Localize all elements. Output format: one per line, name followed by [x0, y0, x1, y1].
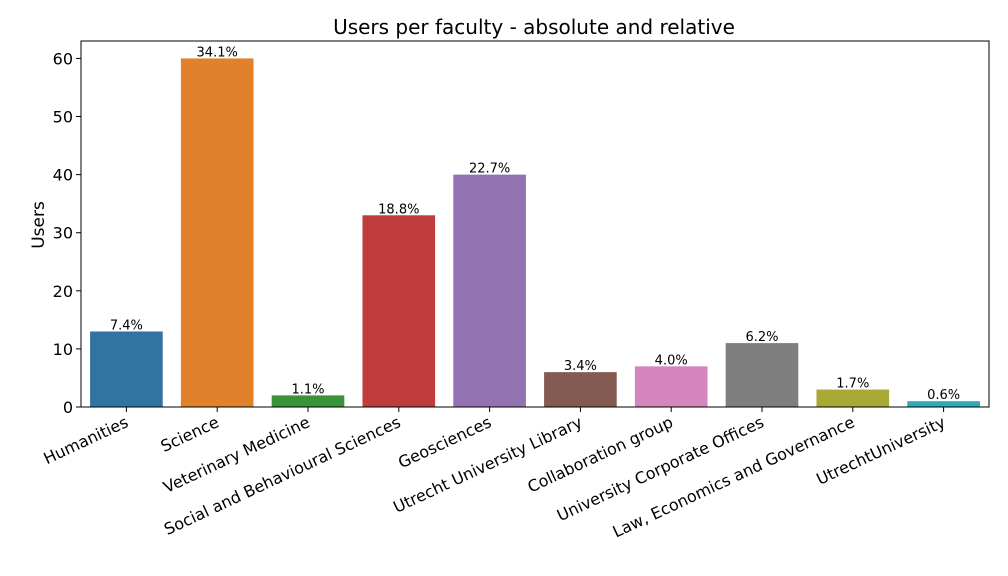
y-tick-label: 10: [53, 340, 73, 359]
data-label: 22.7%: [469, 162, 510, 177]
y-axis-ticks: 0 10 20 30 40 50 60: [53, 49, 81, 417]
bar: [725, 343, 799, 407]
data-label: 6.2%: [745, 330, 778, 345]
y-tick-label: 30: [53, 224, 73, 243]
bar: [271, 395, 345, 407]
y-tick-label: 40: [53, 166, 73, 185]
bar: [816, 389, 890, 407]
data-label: 7.4%: [110, 318, 143, 333]
bar: [180, 58, 254, 408]
y-axis-label: Users: [29, 201, 49, 249]
bar: [362, 215, 436, 407]
data-label: 0.6%: [927, 388, 960, 403]
data-label: 34.1%: [197, 45, 238, 60]
bars-group: [90, 58, 980, 408]
bar: [544, 372, 617, 407]
x-tick-label: Humanities: [41, 412, 132, 468]
data-label: 4.0%: [655, 353, 688, 368]
plot-frame: [80, 40, 990, 408]
y-tick-label: 0: [63, 398, 73, 417]
data-label: 18.8%: [378, 202, 419, 217]
data-label: 1.7%: [836, 377, 869, 392]
bar: [90, 331, 163, 407]
bar: [634, 366, 708, 407]
y-tick-label: 20: [53, 282, 73, 301]
x-tick-label: Veterinary Medicine: [160, 412, 312, 497]
y-tick-label: 60: [53, 49, 73, 68]
x-tick-label: Collaboration group: [524, 412, 675, 496]
y-tick-label: 50: [53, 108, 73, 127]
x-tick-label: Science: [158, 412, 222, 455]
chart-title: Users per faculty - absolute and relativ…: [333, 15, 735, 39]
data-label: 1.1%: [291, 382, 324, 397]
bar: [453, 174, 526, 407]
data-labels-group: 7.4% 34.1% 1.1% 18.8% 22.7% 3.4% 4.0% 6.2% 1.7% 0…: [110, 45, 960, 403]
data-label: 3.4%: [564, 359, 597, 374]
bar: [907, 401, 980, 407]
